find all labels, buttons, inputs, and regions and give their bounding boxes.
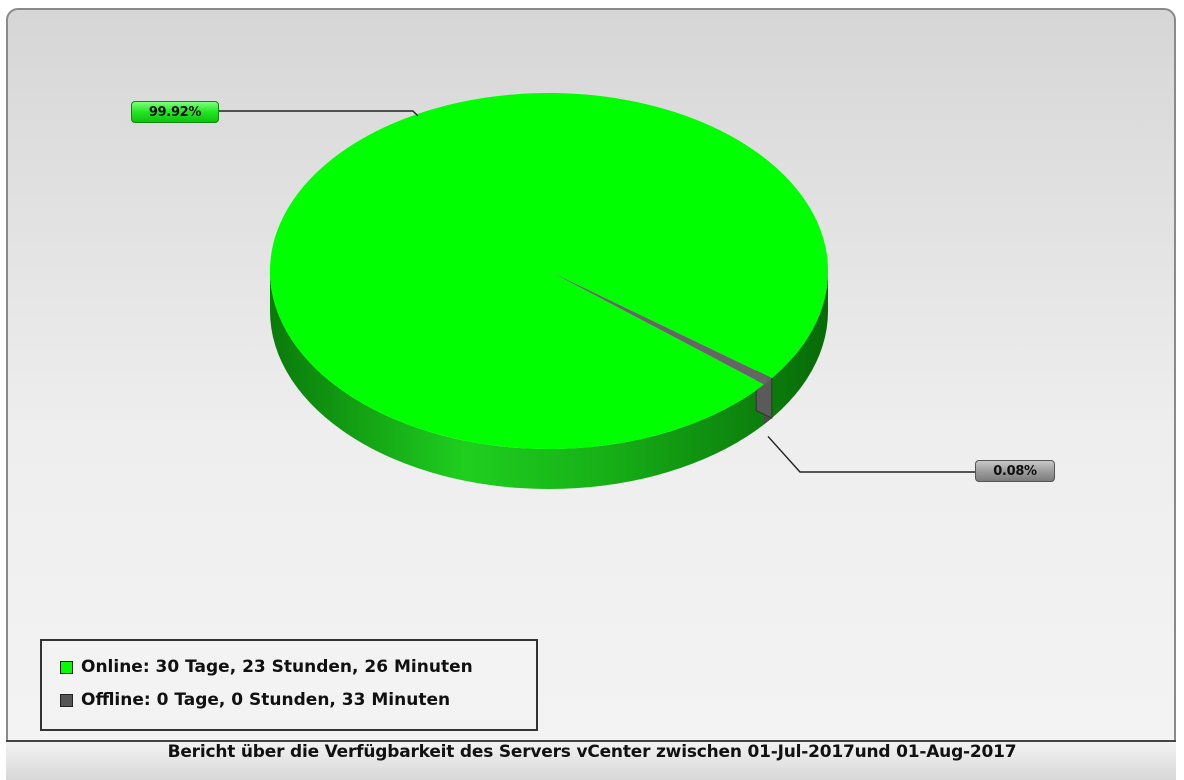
legend-swatch-online xyxy=(60,660,73,674)
legend-item-online: Online: 30 Tage, 23 Stunden, 26 Minuten xyxy=(60,655,473,679)
leader-offline xyxy=(767,435,975,473)
pie-sides xyxy=(270,271,828,489)
legend-text-online: Online: 30 Tage, 23 Stunden, 26 Minuten xyxy=(81,657,473,677)
data-label-offline: 0.08% xyxy=(975,460,1055,482)
pie-tops xyxy=(269,93,828,450)
legend-swatch-offline xyxy=(60,693,73,707)
legend-text-offline: Offline: 0 Tage, 0 Stunden, 33 Minuten xyxy=(81,690,451,710)
chart-title: Bericht über die Verfügbarkeit des Serve… xyxy=(167,742,1017,762)
legend-item-offline: Offline: 0 Tage, 0 Stunden, 33 Minuten xyxy=(60,688,450,712)
slice-offline xyxy=(549,271,772,385)
slice-online xyxy=(269,93,828,450)
pie-leaders xyxy=(219,110,975,473)
leader-online xyxy=(219,110,419,117)
legend: Online: 30 Tage, 23 Stunden, 26 Minuten … xyxy=(40,639,538,731)
data-label-online: 99.92% xyxy=(131,101,219,123)
slice-side-online xyxy=(270,271,828,489)
